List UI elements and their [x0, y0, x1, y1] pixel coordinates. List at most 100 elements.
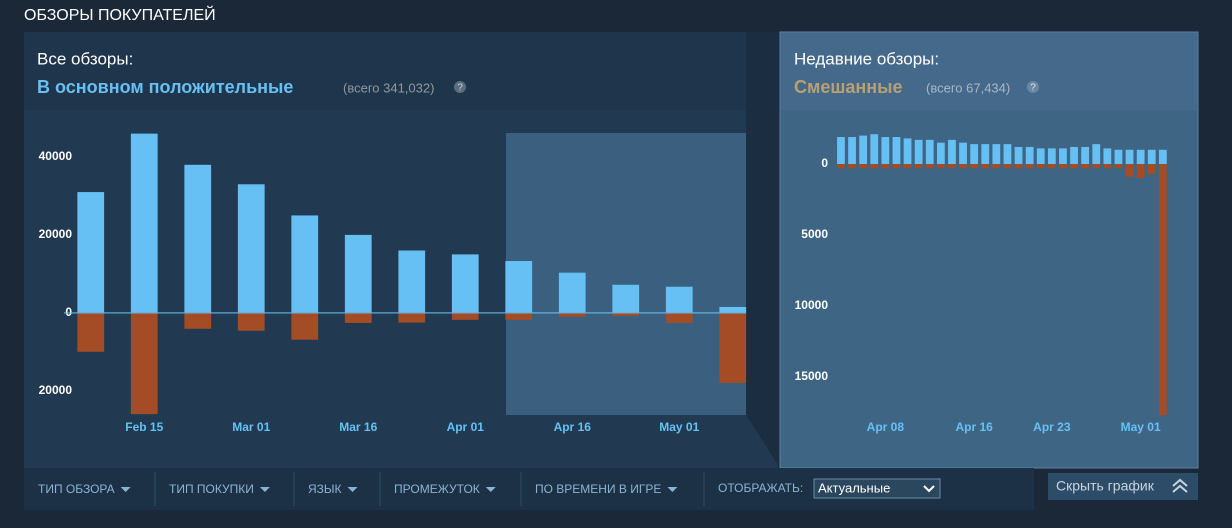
- bar: [1070, 146, 1078, 164]
- bar: [719, 306, 747, 313]
- bar: [881, 137, 890, 164]
- x-tick-label: Apr 01: [447, 420, 485, 434]
- x-tick-label: Apr 08: [867, 420, 905, 434]
- bar: [1158, 163, 1167, 416]
- bar: [505, 261, 533, 313]
- recent-rating: Смешанные: [794, 77, 902, 97]
- all-rating: В основном положительные: [37, 77, 293, 97]
- filter-label[interactable]: ЯЗЫК: [308, 482, 342, 496]
- bar: [1047, 163, 1056, 169]
- hide-button-text: Скрыть график: [1056, 478, 1155, 494]
- bar: [130, 312, 158, 415]
- filter-arrow: [667, 487, 678, 492]
- bar: [959, 142, 967, 164]
- bar: [892, 163, 901, 169]
- bar: [948, 139, 956, 164]
- bar: [344, 312, 372, 323]
- recent-header: [781, 33, 1197, 110]
- x-tick-label: Apr 16: [955, 420, 993, 434]
- filter-arrow: [259, 487, 270, 492]
- x-tick-label: Apr 23: [1033, 420, 1071, 434]
- bar: [665, 286, 693, 313]
- bar: [1025, 146, 1034, 164]
- bar: [914, 163, 923, 169]
- bar: [291, 312, 319, 340]
- bar: [970, 163, 979, 169]
- filter-label[interactable]: ПО ВРЕМЕНИ В ИГРЕ: [535, 482, 661, 496]
- filter-arrow: [120, 487, 131, 492]
- filters: ТИП ОБЗОРА ТИП ПОКУПКИ ЯЗЫК ПРОМЕЖУТОК ПО ВР…: [38, 472, 705, 506]
- help-text: ?: [457, 83, 463, 94]
- bar: [992, 144, 1001, 164]
- filter-arrow: [347, 487, 358, 492]
- bar: [892, 137, 901, 164]
- bar: [848, 163, 856, 169]
- x-tick-label: May 01: [1121, 420, 1161, 434]
- y-tick-label: 40000: [39, 149, 73, 163]
- bar: [451, 312, 479, 320]
- bar: [992, 163, 1001, 169]
- bar: [903, 163, 912, 169]
- bar: [1092, 144, 1101, 164]
- bar: [981, 163, 990, 169]
- bar: [837, 137, 845, 164]
- bar: [1025, 163, 1034, 169]
- bar: [1059, 148, 1067, 164]
- recent-total: (всего 67,434): [926, 80, 1010, 95]
- filter-label[interactable]: ПРОМЕЖУТОК: [394, 482, 480, 496]
- bar: [914, 139, 923, 164]
- y-tick-label: 15000: [795, 369, 829, 383]
- bar: [936, 142, 945, 164]
- all-label: Все обзоры:: [37, 49, 133, 68]
- bar: [970, 144, 979, 164]
- bar: [1092, 163, 1101, 169]
- collapse-icon: [1172, 478, 1188, 487]
- filter-label[interactable]: ТИП ОБЗОРА: [38, 482, 115, 496]
- display-select[interactable]: [813, 478, 941, 499]
- bar: [870, 134, 879, 164]
- x-tick-label: Mar 01: [232, 420, 270, 434]
- bar: [719, 312, 747, 383]
- bar: [948, 163, 956, 169]
- y-tick-label: 0: [65, 305, 72, 319]
- bar: [848, 137, 856, 164]
- bar: [1147, 163, 1156, 174]
- bar: [1081, 163, 1090, 169]
- bar: [130, 133, 158, 313]
- filter-label[interactable]: ТИП ПОКУПКИ: [169, 482, 254, 496]
- bar: [1125, 163, 1134, 177]
- select-arrow: [923, 485, 935, 493]
- help-icon[interactable]: [454, 81, 466, 93]
- help-icon[interactable]: [1027, 81, 1039, 93]
- bar: [451, 254, 479, 313]
- bar: [665, 312, 693, 323]
- bar: [1014, 163, 1023, 169]
- recent-label: Недавние обзоры:: [794, 49, 939, 68]
- x-tick-label: May 01: [659, 420, 699, 434]
- x-tick-label: Feb 15: [125, 420, 163, 434]
- bar: [1136, 149, 1145, 164]
- bar: [859, 163, 868, 169]
- bar: [1114, 149, 1123, 164]
- bar: [1003, 144, 1012, 164]
- bar: [1114, 163, 1123, 169]
- y-tick-label: 0: [821, 156, 828, 170]
- bar: [558, 312, 586, 317]
- bar: [1081, 146, 1090, 164]
- bar: [398, 312, 426, 323]
- help-text: ?: [1030, 83, 1036, 94]
- bar: [237, 312, 265, 331]
- bar: [558, 272, 586, 313]
- bar: [1147, 149, 1156, 164]
- filter-arrow: [485, 487, 496, 492]
- bar: [1125, 149, 1134, 164]
- hide-button[interactable]: [1048, 473, 1198, 500]
- bar: [184, 164, 212, 313]
- bar: [77, 312, 105, 352]
- x-tick-label: Apr 16: [554, 420, 592, 434]
- collapse-icon: [1172, 484, 1188, 493]
- bar: [925, 139, 934, 164]
- bar: [398, 250, 426, 313]
- bar: [1014, 146, 1023, 164]
